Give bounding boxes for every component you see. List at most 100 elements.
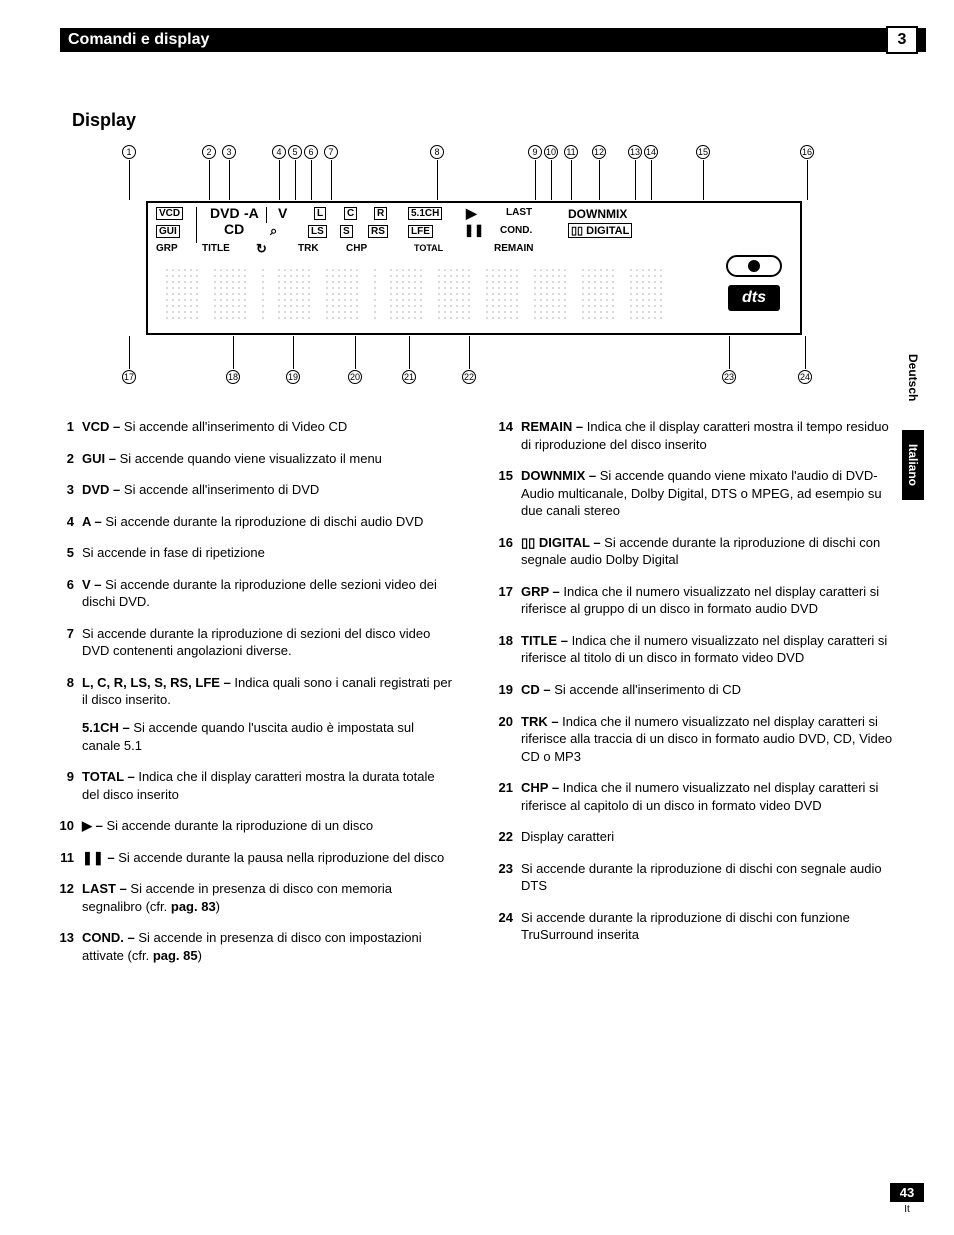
- chapter-title: Comandi e display: [68, 31, 209, 49]
- legend-item-24: 24Si accende durante la riproduzione di …: [495, 909, 894, 944]
- ind-remain: REMAIN: [494, 243, 533, 254]
- page-number: 43: [890, 1183, 924, 1202]
- legend-num: 19: [495, 681, 521, 699]
- ind-vcd: VCD: [156, 207, 183, 220]
- legend-item-12: 12LAST – Si accende in presenza di disco…: [56, 880, 455, 915]
- ind-last: LAST: [506, 207, 532, 218]
- legend-text: CD – Si accende all'inserimento di CD: [521, 681, 894, 699]
- legend-num: 2: [56, 450, 82, 468]
- legend-item-17: 17GRP – Indica che il numero visualizzat…: [495, 583, 894, 618]
- legend-text: Si accende durante la riproduzione di di…: [521, 909, 894, 944]
- legend-num: 16: [495, 534, 521, 569]
- legend-num: 4: [56, 513, 82, 531]
- callout-3: 3: [222, 145, 236, 159]
- callout-22: 22: [462, 370, 476, 384]
- legend-num: 11: [56, 849, 82, 867]
- legend-num: 15: [495, 467, 521, 520]
- callout-5: 5: [288, 145, 302, 159]
- pause-icon: ❚❚: [464, 223, 484, 237]
- callout-9: 9: [528, 145, 542, 159]
- callout-24: 24: [798, 370, 812, 384]
- ind-lfe: LFE: [408, 225, 433, 238]
- legend-text: V – Si accende durante la riproduzione d…: [82, 576, 455, 611]
- legend-item-16: 16▯▯ DIGITAL – Si accende durante la rip…: [495, 534, 894, 569]
- ind-trk: TRK: [298, 243, 319, 254]
- callout-15: 15: [696, 145, 710, 159]
- play-icon: ▶: [466, 205, 477, 222]
- ind-dolby: ▯▯ DIGITAL: [568, 223, 632, 238]
- legend-item-2: 2GUI – Si accende quando viene visualizz…: [56, 450, 455, 468]
- legend-num: 12: [56, 880, 82, 915]
- legend-text: CHP – Indica che il numero visualizzato …: [521, 779, 894, 814]
- legend-text: ▯▯ DIGITAL – Si accende durante la ripro…: [521, 534, 894, 569]
- legend-text: Si accende durante la riproduzione di di…: [521, 860, 894, 895]
- ind-a: -A: [244, 205, 259, 221]
- chapter-header: Comandi e display 3: [60, 28, 926, 52]
- page-lang: It: [890, 1204, 924, 1215]
- legend-item-13: 13COND. – Si accende in presenza di disc…: [56, 929, 455, 964]
- callout-19: 19: [286, 370, 300, 384]
- callout-16: 16: [800, 145, 814, 159]
- legend-item-7: 7Si accende durante la riproduzione di s…: [56, 625, 455, 660]
- legend-item-9: 9TOTAL – Indica che il display caratteri…: [56, 768, 455, 803]
- chapter-number: 3: [888, 28, 916, 52]
- ind-title: TITLE: [202, 243, 230, 254]
- legend-item-20: 20TRK – Indica che il numero visualizzat…: [495, 713, 894, 766]
- callout-7: 7: [324, 145, 338, 159]
- legend-item-10: 10▶ – Si accende durante la riproduzione…: [56, 817, 455, 835]
- legend-item-3: 3DVD – Si accende all'inserimento di DVD: [56, 481, 455, 499]
- ind-dvd: DVD: [210, 205, 240, 221]
- legend-item-18: 18TITLE – Indica che il numero visualizz…: [495, 632, 894, 667]
- legend-num: 3: [56, 481, 82, 499]
- callout-12: 12: [592, 145, 606, 159]
- legend-item-15: 15DOWNMIX – Si accende quando viene mixa…: [495, 467, 894, 520]
- lang-tab-italiano: Italiano: [902, 430, 924, 500]
- legend-text: LAST – Si accende in presenza di disco c…: [82, 880, 455, 915]
- legend-num: 6: [56, 576, 82, 611]
- display-diagram: 12345678910111213141516 1718192021222324…: [100, 145, 840, 405]
- legend-text: A – Si accende durante la riproduzione d…: [82, 513, 455, 531]
- legend-item-5: 5Si accende in fase di ripetizione: [56, 544, 455, 562]
- ind-c: C: [344, 207, 357, 220]
- ind-rs: RS: [368, 225, 388, 238]
- legend-num: 14: [495, 418, 521, 453]
- page-footer: 43 It: [890, 1183, 924, 1215]
- legend-num: 9: [56, 768, 82, 803]
- ind-cd: CD: [224, 221, 244, 237]
- callout-11: 11: [564, 145, 578, 159]
- ind-grp: GRP: [156, 243, 178, 254]
- legend-text: Display caratteri: [521, 828, 894, 846]
- callout-17: 17: [122, 370, 136, 384]
- callout-10: 10: [544, 145, 558, 159]
- legend-item-1: 1VCD – Si accende all'inserimento di Vid…: [56, 418, 455, 436]
- legend-num: 21: [495, 779, 521, 814]
- character-display: [164, 267, 784, 321]
- legend-num: 23: [495, 860, 521, 895]
- ind-chp: CHP: [346, 243, 367, 254]
- legend-num: 7: [56, 625, 82, 660]
- legend-text: DOWNMIX – Si accende quando viene mixato…: [521, 467, 894, 520]
- legend-text: L, C, R, LS, S, RS, LFE – Indica quali s…: [82, 674, 455, 754]
- legend-num: 17: [495, 583, 521, 618]
- callout-6: 6: [304, 145, 318, 159]
- legend-text: Si accende durante la riproduzione di se…: [82, 625, 455, 660]
- legend-text: Si accende in fase di ripetizione: [82, 544, 455, 562]
- legend-num: 22: [495, 828, 521, 846]
- callout-4: 4: [272, 145, 286, 159]
- legend: 1VCD – Si accende all'inserimento di Vid…: [56, 418, 894, 978]
- legend-text: DVD – Si accende all'inserimento di DVD: [82, 481, 455, 499]
- legend-num: 20: [495, 713, 521, 766]
- legend-text: COND. – Si accende in presenza di disco …: [82, 929, 455, 964]
- lang-tab-deutsch: Deutsch: [902, 340, 924, 415]
- ind-r: R: [374, 207, 387, 220]
- legend-item-22: 22Display caratteri: [495, 828, 894, 846]
- callout-14: 14: [644, 145, 658, 159]
- dolby-logo-icon: ▯▯: [571, 225, 583, 237]
- ind-total: TOTAL: [414, 243, 443, 253]
- callout-8: 8: [430, 145, 444, 159]
- legend-item-8: 8L, C, R, LS, S, RS, LFE – Indica quali …: [56, 674, 455, 754]
- legend-num: 1: [56, 418, 82, 436]
- legend-num: 5: [56, 544, 82, 562]
- callout-23: 23: [722, 370, 736, 384]
- legend-text: GRP – Indica che il numero visualizzato …: [521, 583, 894, 618]
